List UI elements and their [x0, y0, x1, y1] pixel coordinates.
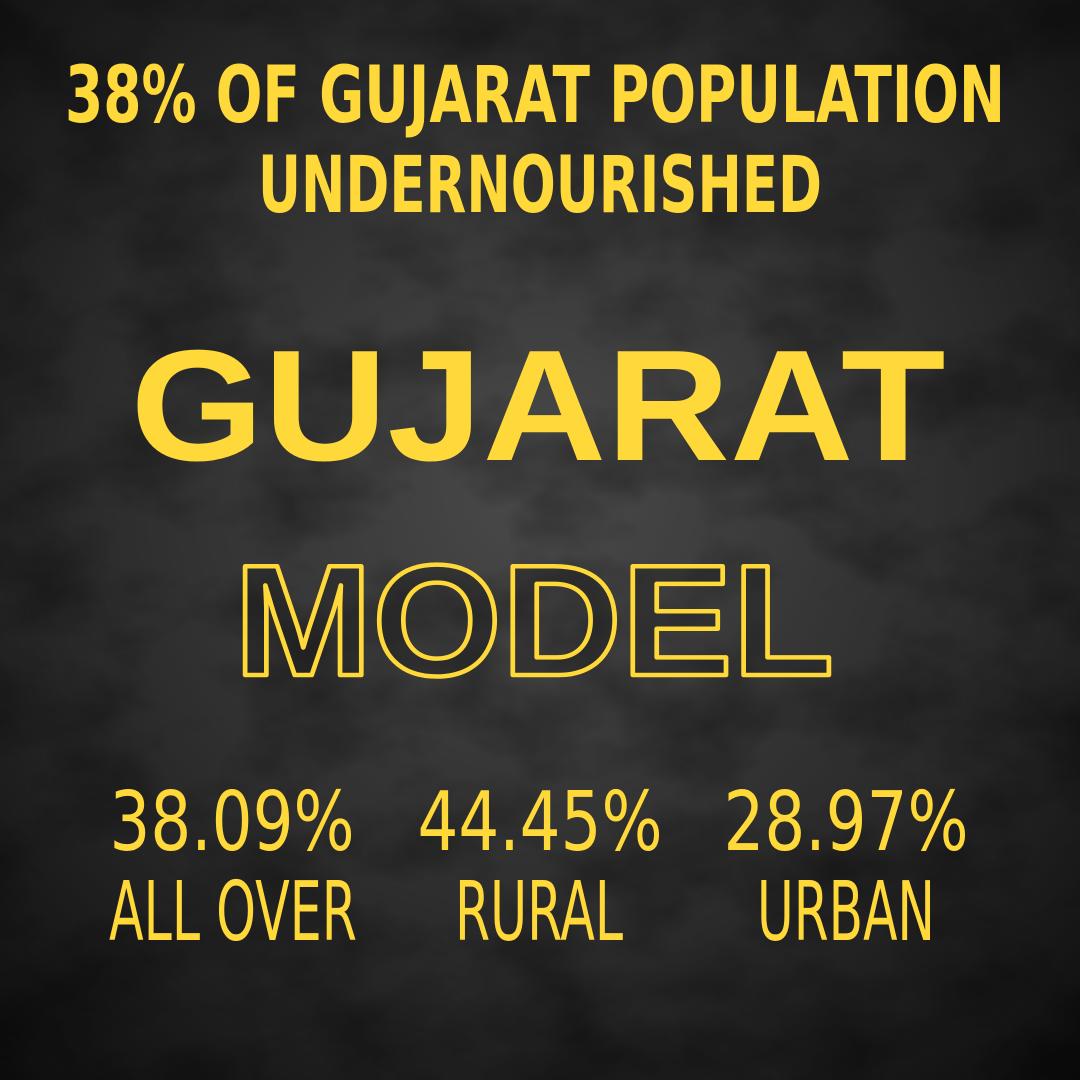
headline-line: 38% OF GUJARAT POPULATION — [65, 51, 1005, 141]
stat-value: 44.45% — [418, 775, 663, 870]
stat-label: RURAL — [455, 865, 623, 960]
stat: 44.45% RURAL — [418, 775, 663, 960]
stat-label: URBAN — [757, 865, 935, 960]
headline-line: UNDERNOURISHED — [258, 141, 822, 231]
stat: 38.09% ALL OVER — [109, 775, 357, 960]
stat-value: 28.97% — [724, 775, 969, 870]
stat-value: 38.09% — [110, 775, 355, 870]
subtitle: MODEL — [234, 533, 834, 709]
title: GUJARAT — [131, 318, 946, 494]
stat: 28.97% URBAN — [724, 775, 969, 960]
stat-label: ALL OVER — [109, 865, 357, 960]
